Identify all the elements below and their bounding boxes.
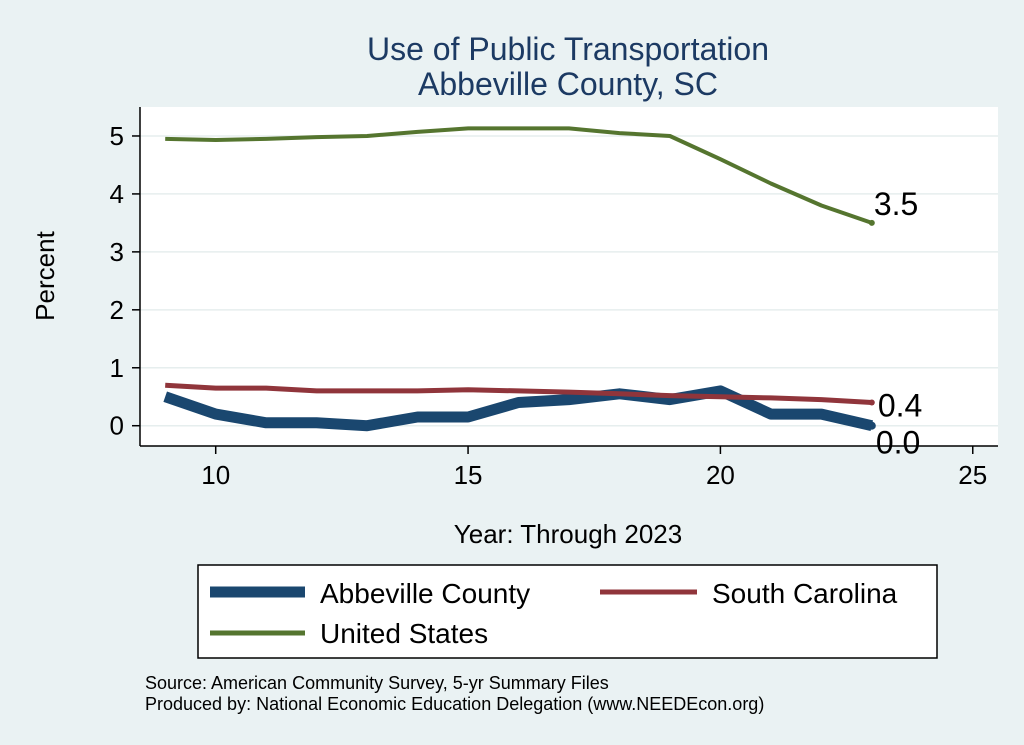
x-tick-label: 15 — [454, 460, 483, 490]
end-value-label-united-states: 3.5 — [874, 186, 918, 222]
chart-title-line-1: Use of Public Transportation — [367, 31, 769, 67]
x-tick-label: 25 — [958, 460, 987, 490]
series-endpoint-south-carolina — [868, 399, 875, 406]
series-line-united-states — [165, 126, 873, 225]
label-layer: 0.00.4 3.5 — [874, 186, 922, 461]
axis-layer: 0 1 2 3 4 5 10 15 20 25 — [110, 107, 998, 490]
end-value-label-south-carolina: 0.4 — [878, 388, 922, 424]
series-line-abbeville-county — [163, 385, 874, 432]
legend-label-south-carolina: South Carolina — [712, 578, 898, 609]
x-axis-label: Year: Through 2023 — [454, 519, 682, 549]
y-tick-label: 3 — [110, 237, 124, 267]
legend-label-abbeville-county: Abbeville County — [320, 578, 530, 609]
source-note: Source: American Community Survey, 5-yr … — [145, 673, 609, 693]
series-layer — [163, 126, 876, 432]
series-endpoint-abbeville-county — [867, 421, 876, 430]
y-axis-label: Percent — [30, 230, 60, 320]
legend: Abbeville County South Carolina United S… — [197, 564, 938, 659]
y-tick-label: 4 — [110, 179, 124, 209]
x-tick-label: 10 — [201, 460, 230, 490]
y-tick-label: 2 — [110, 295, 124, 325]
y-tick-label: 1 — [110, 353, 124, 383]
legend-label-united-states: United States — [320, 618, 488, 649]
y-tick-label: 0 — [110, 411, 124, 441]
series-line-south-carolina — [165, 382, 872, 405]
end-value-label-abbeville-county: 0.0 — [876, 425, 920, 461]
series-endpoint-united-states — [868, 219, 875, 226]
chart-title-line-2: Abbeville County, SC — [418, 66, 718, 102]
y-tick-label: 5 — [110, 121, 124, 151]
x-tick-label: 20 — [706, 460, 735, 490]
legend-box — [197, 564, 938, 659]
producer-note: Produced by: National Economic Education… — [145, 694, 764, 714]
